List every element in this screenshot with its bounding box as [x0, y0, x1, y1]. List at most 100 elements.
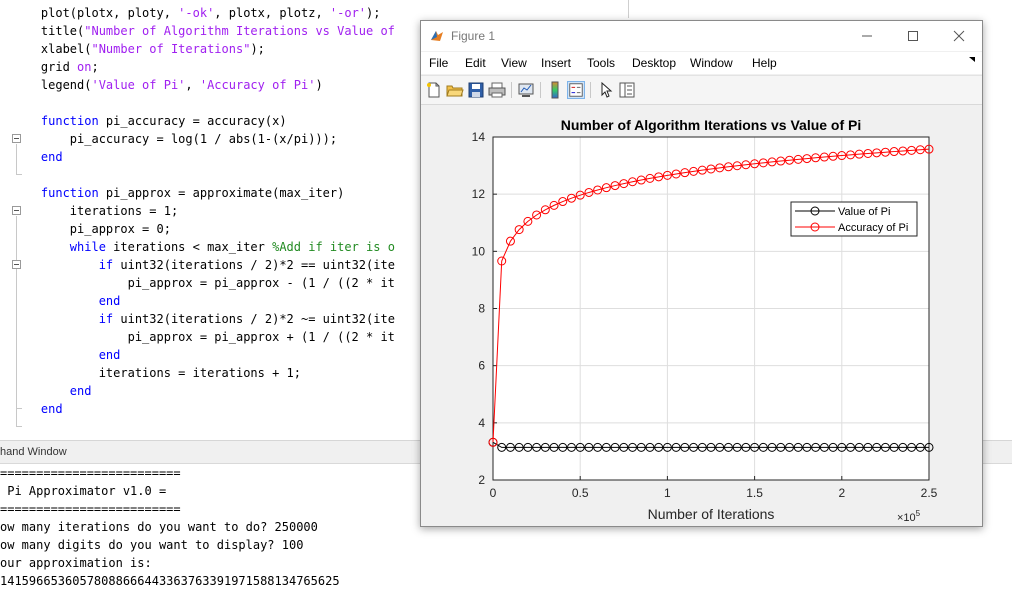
data-point [654, 172, 664, 182]
new-figure-icon[interactable] [425, 81, 443, 99]
open-file-icon[interactable] [446, 81, 464, 99]
data-point [723, 162, 733, 172]
menu-tools[interactable]: Tools [587, 56, 616, 70]
data-point [558, 442, 568, 452]
code-line[interactable]: if uint32(iterations / 2)*2 == uint32(it… [12, 256, 395, 274]
editor-split-divider[interactable] [628, 0, 629, 18]
code-line[interactable]: end [12, 400, 63, 418]
code-line[interactable]: plot(plotx, ploty, '-ok', plotx, plotz, … [12, 4, 381, 22]
minimize-button[interactable] [844, 21, 890, 51]
insert-legend-icon[interactable] [567, 81, 585, 99]
data-point [889, 147, 899, 157]
menu-desktop[interactable]: Desktop [632, 56, 677, 70]
figure-titlebar[interactable]: Figure 1 [421, 21, 982, 51]
data-point [706, 442, 716, 452]
code-line[interactable]: if uint32(iterations / 2)*2 ~= uint32(it… [12, 310, 395, 328]
code-token: , [185, 78, 200, 92]
code-line[interactable]: end [12, 292, 121, 310]
figure-window[interactable]: Figure 1 File Edit View Insert Tools Des… [420, 20, 983, 527]
code-token: "Number of Iterations" [91, 42, 251, 56]
data-point [776, 156, 786, 166]
x-tick-label: 2.5 [921, 486, 938, 500]
menu-window[interactable]: Window [690, 56, 733, 70]
property-inspector-icon[interactable] [618, 81, 636, 99]
print-icon[interactable] [488, 81, 506, 99]
code-token: pi_accuracy = accuracy(x) [98, 114, 287, 128]
data-point [741, 160, 751, 170]
data-point [497, 442, 507, 452]
data-point [575, 190, 585, 200]
code-line[interactable]: iterations = iterations + 1; [12, 364, 301, 382]
data-point [566, 442, 576, 452]
y-tick-label: 12 [472, 187, 486, 201]
code-token: end [69, 384, 92, 398]
code-line[interactable]: while iterations < max_iter %Add if iter… [12, 238, 395, 256]
code-line[interactable]: end [12, 346, 121, 364]
x-axis-exponent-power: 5 [916, 509, 921, 518]
code-line[interactable]: end [12, 148, 63, 166]
data-point [488, 437, 498, 447]
link-plot-icon[interactable] [517, 81, 535, 99]
menu-file[interactable]: File [429, 56, 449, 70]
data-point [863, 442, 873, 452]
edit-plot-icon[interactable] [597, 81, 615, 99]
code-line[interactable]: pi_approx = pi_approx - (1 / ((2 * it [12, 274, 395, 292]
toolbar-separator [540, 82, 541, 98]
code-token [12, 384, 70, 398]
data-point [610, 442, 620, 452]
code-token: end [40, 150, 63, 164]
data-point [654, 442, 664, 452]
code-line[interactable]: grid on; [12, 58, 99, 76]
fold-toggle-accuracy-icon[interactable] [12, 134, 21, 143]
code-token: uint32(iterations / 2)*2 == uint32(ite [113, 258, 395, 272]
data-point [532, 210, 542, 220]
insert-colorbar-icon[interactable] [546, 81, 564, 99]
fold-toggle-while-icon[interactable] [12, 260, 21, 269]
code-line[interactable]: pi_approx = 0; [12, 220, 171, 238]
data-point [671, 169, 681, 179]
maximize-button[interactable] [890, 21, 936, 51]
data-point [628, 442, 638, 452]
data-point [846, 442, 856, 452]
menu-insert[interactable]: Insert [541, 56, 572, 70]
code-line[interactable]: pi_accuracy = log(1 / abs(1-(x/pi))); [12, 130, 337, 148]
code-line[interactable]: end [12, 382, 92, 400]
plot-layer: 0 0.5 1 1.5 2 2.5 2 4 6 8 10 12 14 Value of Pi Accurac… [472, 130, 938, 500]
data-point [880, 442, 890, 452]
code-line[interactable]: function pi_accuracy = accuracy(x) [12, 112, 287, 130]
code-line[interactable]: legend('Value of Pi', 'Accuracy of Pi') [12, 76, 323, 94]
data-point [532, 442, 542, 452]
data-point [880, 147, 890, 157]
menu-help[interactable]: Help [752, 56, 777, 70]
code-token: while [69, 240, 106, 254]
code-line[interactable]: iterations = 1; [12, 202, 178, 220]
data-point [898, 442, 908, 452]
y-tick-label: 8 [478, 302, 485, 316]
data-point [671, 442, 681, 452]
code-token [12, 348, 99, 362]
data-point [758, 158, 768, 168]
data-point [915, 442, 925, 452]
menu-view[interactable]: View [501, 56, 527, 70]
data-point [767, 157, 777, 167]
code-token: if [98, 312, 114, 326]
plot-area[interactable]: Number of Algorithm Iterations vs Value … [421, 105, 982, 526]
command-output-line: ow many digits do you want to display? 1… [0, 538, 304, 552]
data-point [645, 442, 655, 452]
x-tick-label: 1.5 [746, 486, 763, 500]
data-point [689, 442, 699, 452]
menubar-dock-arrow-icon[interactable] [968, 55, 976, 63]
code-line[interactable]: xlabel("Number of Iterations"); [12, 40, 265, 58]
close-button[interactable] [936, 21, 982, 51]
code-token: end [40, 402, 63, 416]
code-line[interactable]: pi_approx = pi_approx + (1 / ((2 * it [12, 328, 395, 346]
line-chart[interactable]: Number of Algorithm Iterations vs Value … [421, 105, 982, 526]
legend-entry: Accuracy of Pi [838, 222, 908, 234]
menu-edit[interactable]: Edit [465, 56, 486, 70]
fold-toggle-approximate-icon[interactable] [12, 206, 21, 215]
code-line[interactable]: function pi_approx = approximate(max_ite… [12, 184, 344, 202]
data-point [828, 442, 838, 452]
save-icon[interactable] [467, 81, 485, 99]
code-line[interactable]: title("Number of Algorithm Iterations vs… [12, 22, 395, 40]
command-output-line: our approximation is: [0, 556, 152, 570]
